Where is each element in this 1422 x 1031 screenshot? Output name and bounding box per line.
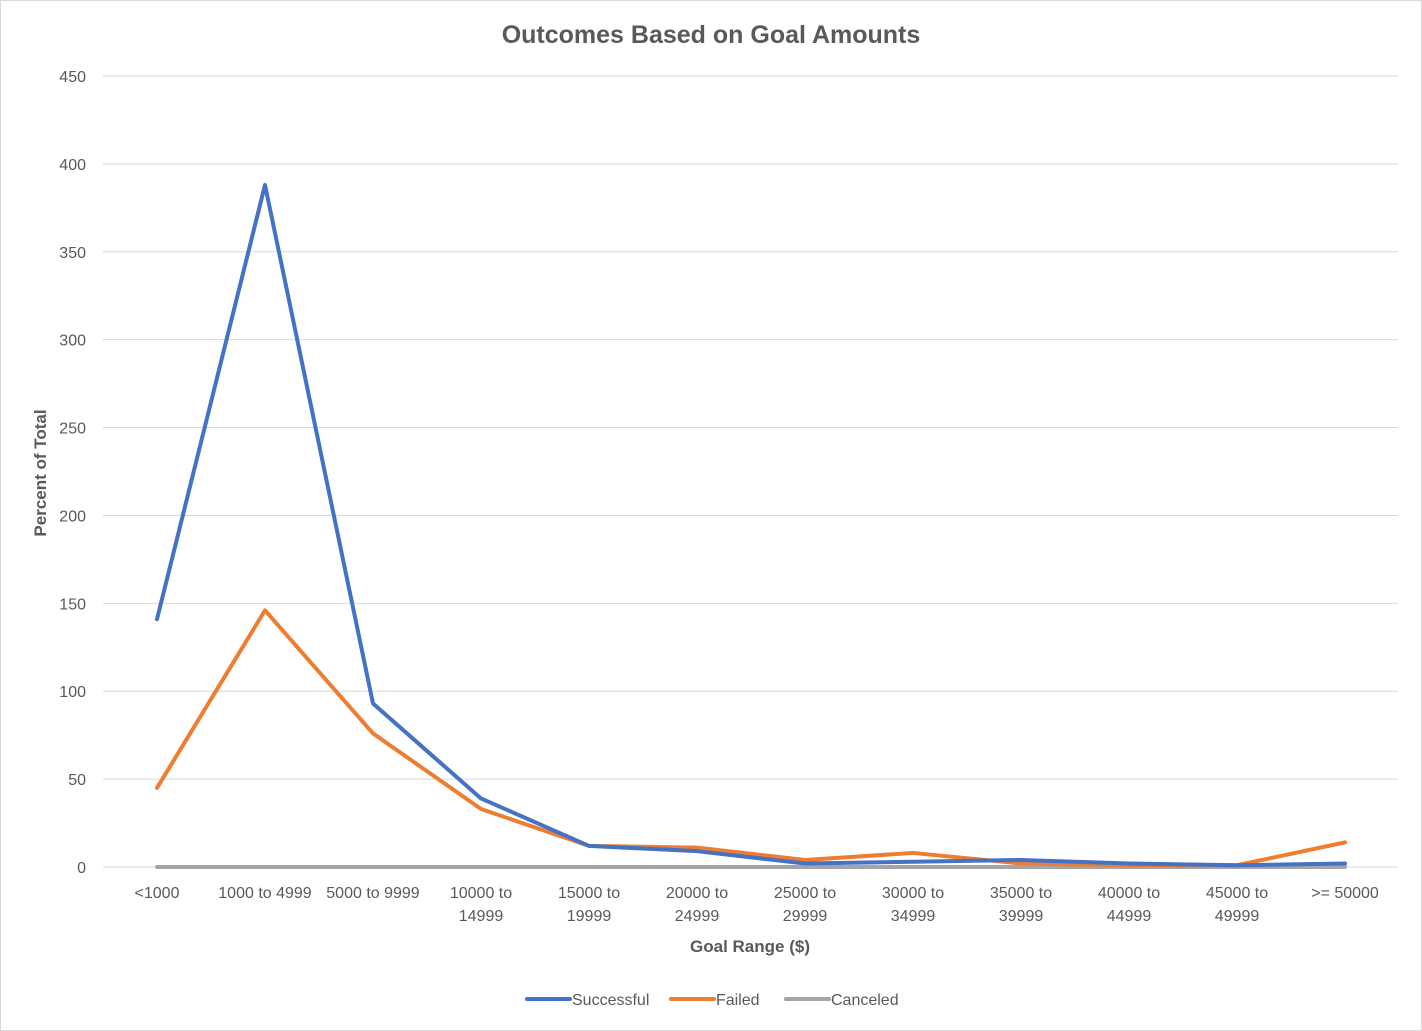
- y-tick-label: 100: [59, 684, 86, 701]
- y-tick-label: 250: [59, 421, 86, 438]
- y-tick-label: 450: [59, 69, 86, 86]
- y-tick-label: 350: [59, 245, 86, 262]
- series-line-failed: [155, 608, 1347, 868]
- x-axis-tick-labels: <1000 1000 to 4999 5000 to 9999 10000 to 149…: [135, 885, 1379, 925]
- x-axis-title: Goal Range ($): [690, 937, 810, 956]
- legend-label-failed: Failed: [716, 992, 760, 1009]
- x-tick-label: <1000: [135, 885, 180, 902]
- y-axis-tick-labels: 0 50 100 150 200 250 300 350 400 450: [59, 69, 86, 877]
- x-tick-label: 15000 to 19999: [558, 885, 620, 925]
- series-lines: [155, 182, 1347, 869]
- series-line-successful: [155, 182, 1347, 868]
- legend-label-successful: Successful: [572, 992, 649, 1009]
- x-tick-label: >= 50000: [1311, 885, 1379, 902]
- x-tick-label: 10000 to 14999: [450, 885, 512, 925]
- x-tick-label: 25000 to 29999: [774, 885, 836, 925]
- x-tick-label: 20000 to 24999: [666, 885, 728, 925]
- y-tick-label: 0: [77, 860, 86, 877]
- y-tick-label: 400: [59, 157, 86, 174]
- x-tick-label: 5000 to 9999: [326, 885, 420, 902]
- y-tick-label: 50: [68, 772, 86, 789]
- x-tick-label: 40000 to 44999: [1098, 885, 1160, 925]
- x-tick-label: 30000 to 34999: [882, 885, 944, 925]
- y-tick-label: 200: [59, 508, 86, 525]
- y-tick-label: 150: [59, 596, 86, 613]
- x-tick-label: 45000 to 49999: [1206, 885, 1268, 925]
- x-tick-label: 1000 to 4999: [218, 885, 312, 902]
- legend: Successful Failed Canceled: [525, 992, 899, 1009]
- gridlines: [103, 75, 1398, 868]
- y-axis-title: Percent of Total: [31, 409, 50, 536]
- x-tick-label: 35000 to 39999: [990, 885, 1052, 925]
- legend-label-canceled: Canceled: [831, 992, 899, 1009]
- chart-title: Outcomes Based on Goal Amounts: [502, 21, 921, 49]
- y-tick-label: 300: [59, 333, 86, 350]
